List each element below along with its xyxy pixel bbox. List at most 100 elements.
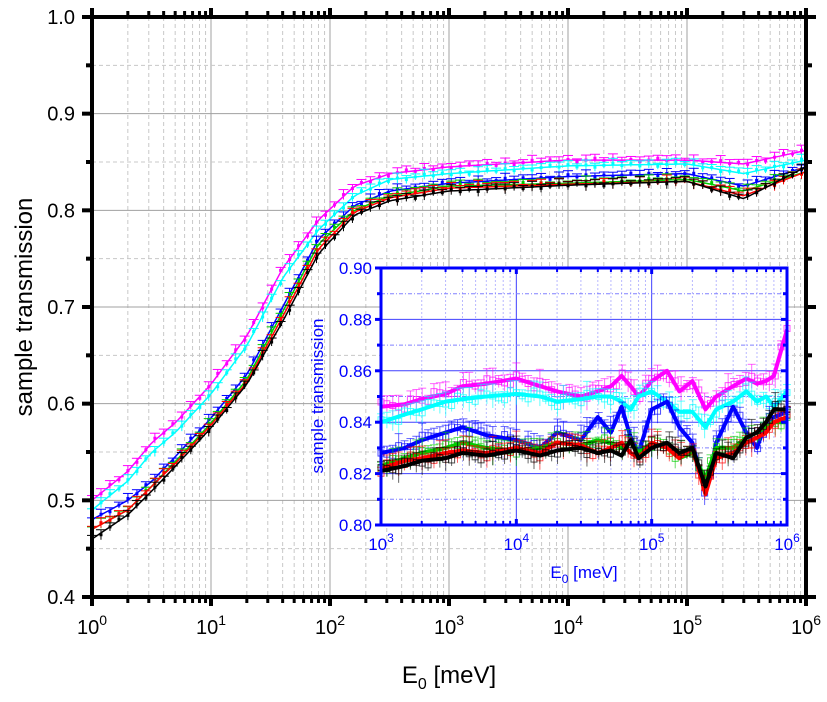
main-data-point [162, 431, 166, 435]
main-data-point [404, 195, 408, 199]
main-data-point [647, 182, 651, 186]
main-data-point [350, 196, 354, 200]
main-x-tick-label: 104 [553, 612, 583, 639]
main-data-point [386, 190, 390, 194]
main-data-point [153, 436, 157, 440]
inset-y-tick-label: 0.90 [339, 259, 372, 278]
main-data-point [144, 496, 148, 500]
main-data-point [611, 175, 615, 179]
main-data-point [782, 151, 786, 155]
main-data-point [270, 296, 274, 300]
main-data-point [548, 158, 552, 162]
main-series-black [87, 163, 807, 542]
main-data-point [557, 175, 561, 179]
main-data-point [359, 180, 363, 184]
main-data-point [638, 164, 642, 168]
main-y-tick-label: 0.4 [47, 587, 75, 609]
main-data-point [171, 467, 175, 471]
main-data-point [593, 156, 597, 160]
main-data-point [135, 469, 139, 473]
main-data-point [530, 158, 534, 162]
main-data-point [198, 429, 202, 433]
main-data-point [359, 210, 363, 214]
main-data-point [315, 256, 319, 260]
main-data-point [539, 186, 543, 190]
main-data-point [719, 169, 723, 173]
main-data-point [243, 338, 247, 342]
main-data-point [225, 371, 229, 375]
main-data-point [656, 156, 660, 160]
main-data-point [117, 487, 121, 491]
main-x-tick-base: 10 [77, 617, 99, 639]
main-data-point [207, 394, 211, 398]
main-data-point [117, 478, 121, 482]
main-y-tick-label: 0.9 [47, 104, 75, 126]
main-data-point [647, 177, 651, 181]
main-data-point [279, 314, 283, 318]
main-data-point [512, 163, 516, 167]
main-data-point [782, 176, 786, 180]
main-data-point [737, 160, 741, 164]
main-data-point [485, 161, 489, 165]
inset-series-black [377, 392, 791, 495]
main-data-point [665, 162, 669, 166]
main-data-point [431, 168, 435, 172]
inset-y-tick-label: 0.80 [339, 516, 372, 535]
main-data-point [288, 308, 292, 312]
main-data-point [746, 162, 750, 166]
main-data-point [359, 202, 363, 206]
main-data-point [719, 189, 723, 193]
main-data-point [324, 222, 328, 226]
main-data-point [377, 192, 381, 196]
main-data-point [144, 448, 148, 452]
main-data-point [629, 182, 633, 186]
main-data-point [368, 205, 372, 209]
main-data-point [431, 174, 435, 178]
main-series-cyan [87, 153, 807, 515]
main-data-point [728, 188, 732, 192]
main-data-point [108, 518, 112, 522]
main-data-point [737, 185, 741, 189]
inset-x-tick-base: 10 [504, 535, 523, 554]
main-data-point [243, 347, 247, 351]
main-data-point [611, 182, 615, 186]
main-y-tick-label: 0.7 [47, 297, 75, 319]
main-data-point [800, 157, 804, 161]
main-data-point [503, 176, 507, 180]
main-data-point [737, 189, 741, 193]
main-series-line-magenta [91, 149, 807, 501]
main-x-tick-base: 10 [434, 617, 456, 639]
main-data-point [99, 521, 103, 525]
main-data-point [773, 182, 777, 186]
main-data-point [575, 165, 579, 169]
main-data-point [332, 225, 336, 229]
main-data-point [135, 503, 139, 507]
main-x-tick-label: 102 [315, 612, 345, 639]
main-data-point [800, 148, 804, 152]
inset-x-tick-label: 104 [504, 531, 530, 554]
main-data-point [548, 163, 552, 167]
main-data-point [494, 179, 498, 183]
main-data-point [306, 258, 310, 262]
main-data-point [800, 167, 804, 171]
main-data-point [602, 184, 606, 188]
main-data-point [638, 173, 642, 177]
main-data-point [764, 184, 768, 188]
main-data-point [324, 243, 328, 247]
main-data-point [413, 196, 417, 200]
main-series-line-cyan [91, 159, 807, 511]
main-data-point [108, 510, 112, 514]
inset-x-tick-exponent: 4 [522, 531, 529, 545]
main-data-point [386, 174, 390, 178]
main-x-axis-title-sub: 0 [418, 676, 427, 693]
main-data-point [476, 170, 480, 174]
main-data-point [252, 371, 256, 375]
main-data-point [755, 191, 759, 195]
main-data-point [791, 168, 795, 172]
main-data-point [791, 174, 795, 178]
main-x-tick-exponent: 1 [218, 612, 226, 628]
main-data-point [575, 160, 579, 164]
inset-y-tick-label: 0.84 [339, 413, 372, 432]
main-data-point [530, 168, 534, 172]
